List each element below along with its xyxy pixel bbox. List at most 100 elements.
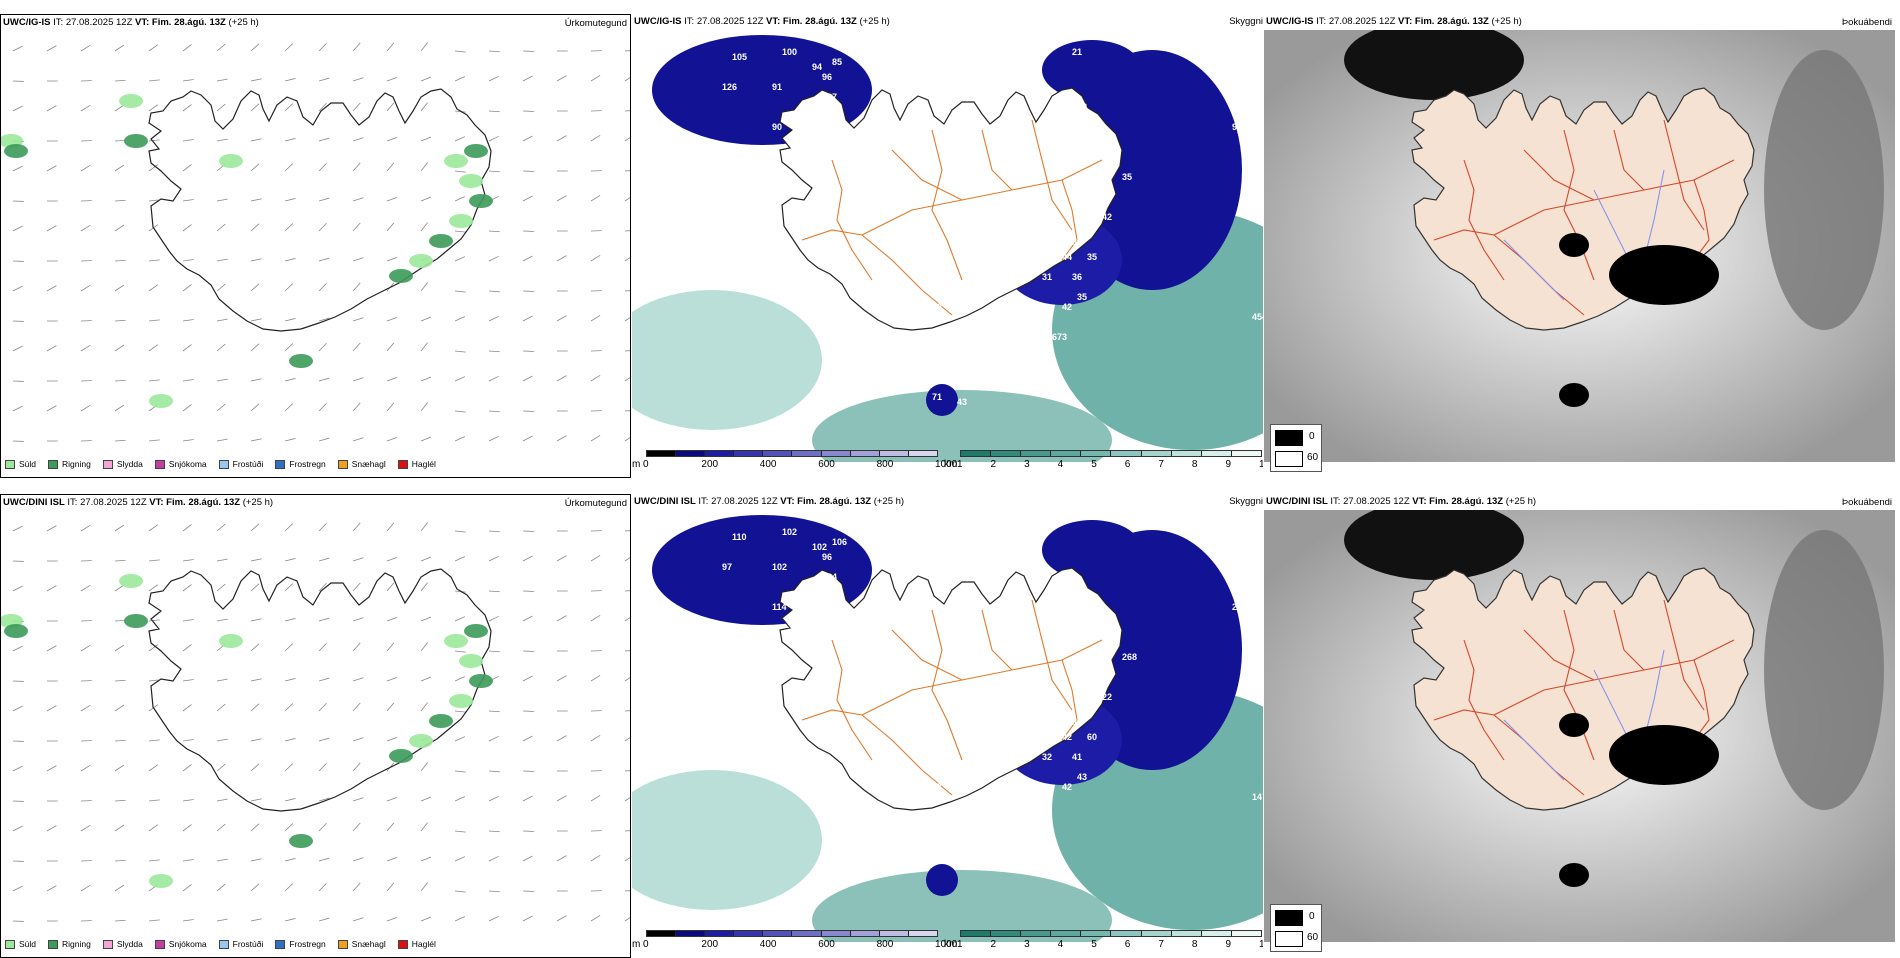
wind-barb-260 — [454, 436, 466, 442]
road-7 — [1061, 659, 1078, 741]
wind-barb-132 — [624, 229, 630, 232]
wind-barb-17 — [590, 50, 602, 52]
wind-barb-14 — [488, 50, 500, 53]
wind-barb-12 — [420, 42, 428, 52]
wind-barb-79 — [114, 164, 125, 172]
wind-barb-23 — [148, 559, 160, 562]
fog-dark-area — [1609, 245, 1719, 305]
panel-title: Þokuábendi — [1841, 17, 1892, 28]
colorbar-tick: 5 — [1091, 939, 1097, 950]
wind-barb-201 — [386, 822, 395, 832]
legend-item: Snæhagl — [337, 939, 386, 949]
wind-barb-253 — [216, 918, 228, 922]
wind-barb-29 — [352, 77, 364, 82]
wind-barb-262 — [522, 915, 533, 922]
wind-barb-61 — [148, 139, 160, 142]
wind-barb-246 — [624, 889, 630, 892]
wind-barb-79 — [114, 644, 125, 652]
panel-header: UWC/DINI ISL IT: 27.08.2025 12Z VT: Fim.… — [1266, 496, 1537, 507]
wind-barb-2 — [80, 524, 91, 532]
wind-barb-48 — [352, 582, 361, 592]
wind-barb-207 — [590, 830, 602, 832]
wind-barb-65 — [284, 138, 296, 142]
wind-barb-100 — [182, 199, 194, 202]
wind-barb-8 — [284, 523, 294, 532]
wind-barb-159 — [250, 763, 260, 772]
road-4 — [861, 639, 1103, 716]
colorbar-unit: m — [632, 459, 641, 470]
wind-barb-225 — [556, 375, 567, 382]
wind-barb-252 — [182, 919, 194, 922]
wind-barb-70 — [454, 136, 466, 142]
wind-barb-71 — [488, 135, 499, 142]
legend-label: Rigning — [62, 459, 91, 469]
wind-barb-195 — [182, 344, 192, 352]
legend-item: Rigning — [48, 459, 91, 469]
wind-barb-31 — [420, 76, 432, 82]
wind-barb-12 — [420, 522, 428, 532]
cloud-top-label: 42 — [1062, 302, 1072, 312]
fog-dark-area — [1559, 233, 1589, 257]
low-visibility-area — [632, 290, 822, 430]
wind-barb-13 — [454, 530, 466, 533]
wind-barb-104 — [318, 677, 330, 682]
cloud-top-label: 90 — [772, 122, 782, 132]
cloud-top-label: 71 — [932, 392, 942, 402]
wind-barb-105 — [352, 677, 364, 682]
wind-barb-42 — [148, 104, 158, 112]
precip-blob-11 — [4, 624, 28, 638]
wind-barb-94 — [624, 649, 630, 652]
wind-barb-164 — [420, 762, 428, 772]
wind-barb-87 — [386, 642, 395, 652]
wind-barb-206 — [556, 830, 568, 832]
wind-barb-249 — [80, 920, 92, 922]
wind-barb-37 — [624, 554, 630, 562]
fog-scale-max: 60 — [1307, 452, 1319, 463]
precip-legend: Súld Rigning Slydda Snjókoma Frostúði Frostre… — [5, 459, 436, 469]
cloud-top-label: 37 — [1092, 692, 1102, 702]
road-6 — [981, 609, 1013, 671]
wind-barb-231 — [114, 884, 125, 892]
wind-barb-90 — [488, 170, 500, 173]
cloud-top-label: 85 — [832, 57, 842, 67]
legend-item: Haglél — [397, 459, 436, 469]
wind-barb-182 — [386, 796, 398, 802]
wind-barb-228 — [12, 405, 23, 412]
wind-barb-54 — [556, 590, 568, 592]
wind-barb-134 — [46, 740, 58, 742]
legend-item: Súld — [5, 939, 36, 949]
wind-barb-172 — [46, 800, 58, 802]
wind-barb-229 — [46, 405, 57, 412]
wind-barb-173 — [80, 800, 92, 802]
cloud-top-label: 133 — [1242, 552, 1257, 562]
colorbar-tick: 5 — [1091, 459, 1097, 470]
cloud-top-label: 177 — [1072, 602, 1087, 612]
cloud-top-label: 33 — [1092, 212, 1102, 222]
wind-barb-156 — [148, 284, 158, 292]
cloud-top-label: 08 — [1077, 102, 1087, 112]
cloud-top-label: 102 — [772, 562, 787, 572]
colorbar-segment — [792, 931, 822, 936]
wind-barb-115 — [46, 225, 57, 232]
fog-scale-max: 60 — [1307, 932, 1319, 943]
colorbar-tick: 9 — [1225, 459, 1231, 470]
cloud-top-label: 6 — [692, 252, 697, 262]
wind-barb-188 — [590, 314, 601, 322]
wind-barb-190 — [12, 345, 23, 352]
wind-barb-202 — [420, 822, 428, 832]
wind-barb-0 — [12, 525, 23, 532]
wind-barb-64 — [250, 618, 262, 622]
wind-barb-210 — [46, 380, 58, 382]
fog-map — [1264, 510, 1895, 942]
cloud-base-area — [1062, 530, 1242, 770]
road-3 — [1031, 119, 1073, 231]
wind-barb-26 — [250, 78, 262, 82]
visibility-colorbar: km1 2 3 4 5 6 7 8 9 10 — [944, 450, 1263, 474]
colorbar-segment — [1231, 931, 1261, 936]
cloud-base-colorbar: m 0 200 400 600 800 1000 — [632, 930, 957, 954]
colorbar-segment — [879, 451, 909, 456]
legend-swatch — [5, 459, 15, 469]
legend-label: Slydda — [116, 939, 143, 949]
wind-barb-33 — [488, 555, 499, 562]
cloud-panel-row1: UWC/IG-IS IT: 27.08.2025 12Z VT: Fim. 28… — [632, 14, 1263, 478]
